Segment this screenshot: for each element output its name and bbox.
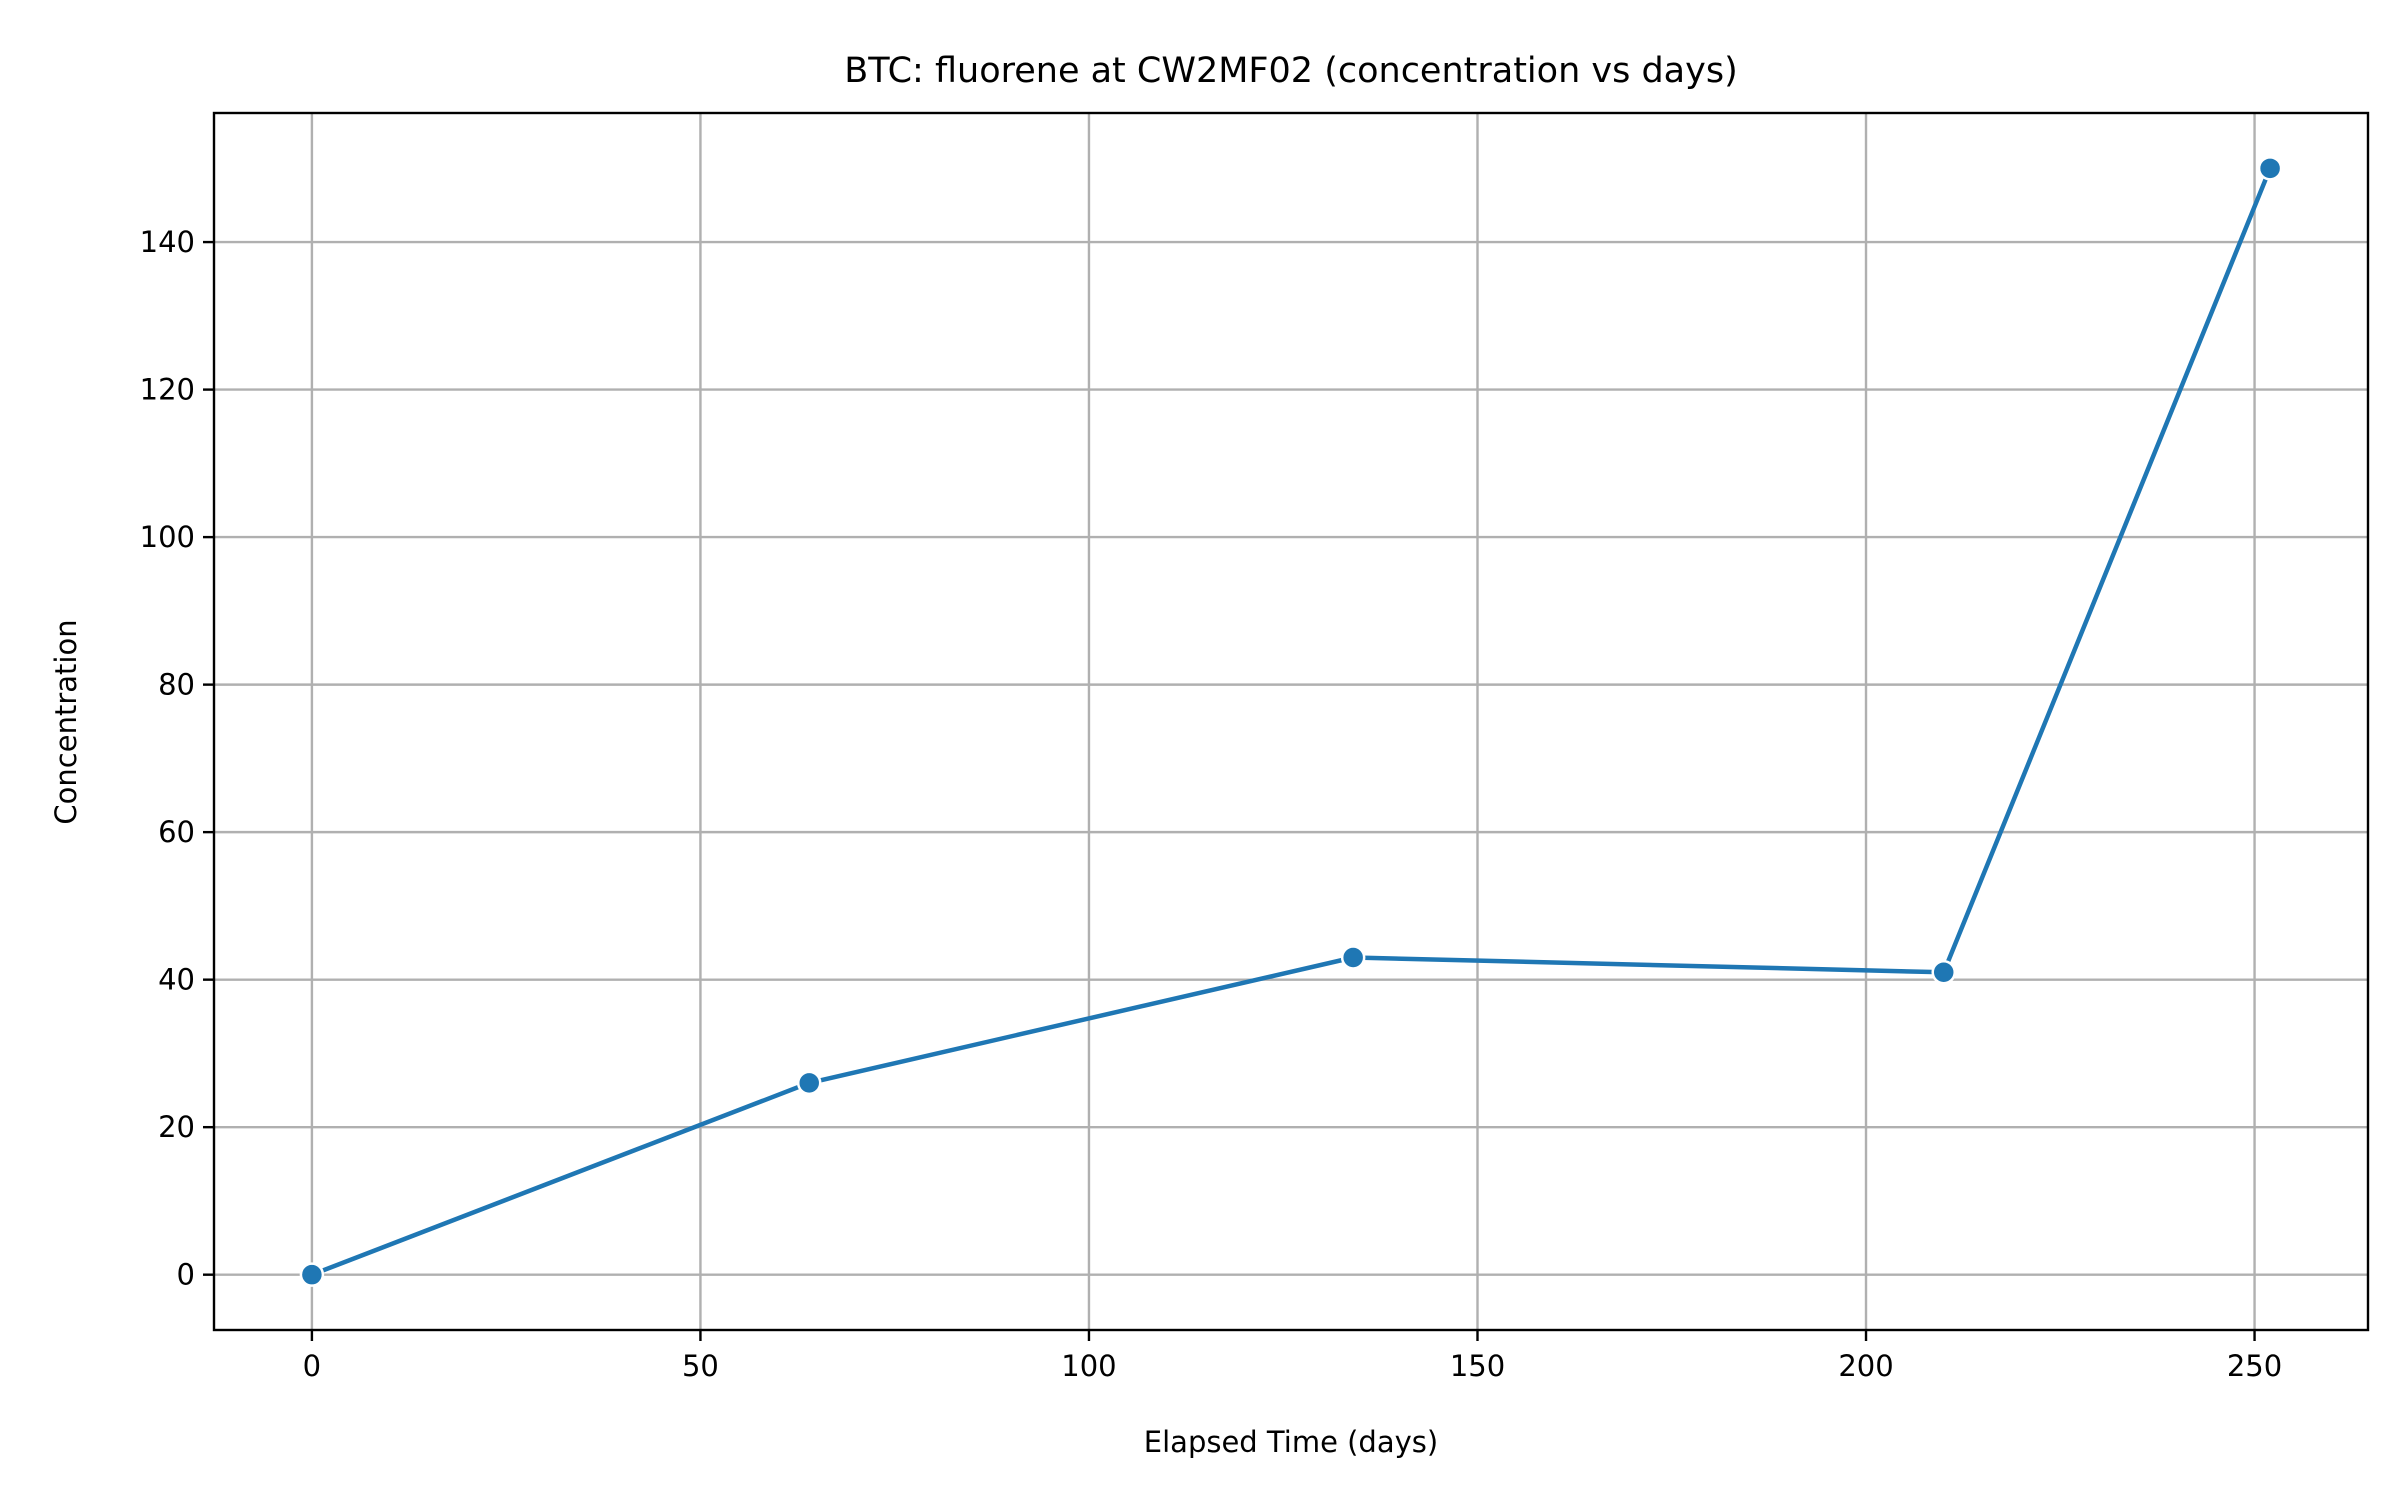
x-tick-label: 150 [1450,1349,1505,1383]
y-tick-label: 20 [158,1110,195,1144]
y-tick-label: 80 [158,668,195,702]
data-point [1340,945,1366,970]
x-tick-label: 0 [303,1349,321,1383]
x-tick-label: 200 [1838,1349,1893,1383]
grid-lines [214,113,2368,1330]
data-series [299,156,2283,1287]
y-tick-label: 100 [140,520,195,554]
x-axis-label: Elapsed Time (days) [1144,1425,1438,1459]
data-point [796,1070,822,1096]
data-point [2257,156,2283,181]
x-tick-label: 50 [682,1349,719,1383]
plot-area-frame [212,111,2370,1332]
y-tick-label: 140 [140,225,195,259]
y-tick-label: 60 [158,815,195,849]
x-tick-label: 250 [2227,1349,2282,1383]
y-tick-label: 120 [140,373,195,407]
y-tick-label: 40 [158,963,195,997]
x-tick-label: 100 [1061,1349,1116,1383]
axis-ticks: 0 50 100 150 200 250 0 20 40 60 80 100 120 140 [140,225,2283,1383]
data-point [299,1262,325,1287]
y-axis-label: Concentration [49,619,83,824]
data-point [1931,960,1956,985]
chart-title: BTC: fluorene at CW2MF02 (concentration … [844,51,1737,91]
y-tick-label: 0 [177,1258,195,1292]
